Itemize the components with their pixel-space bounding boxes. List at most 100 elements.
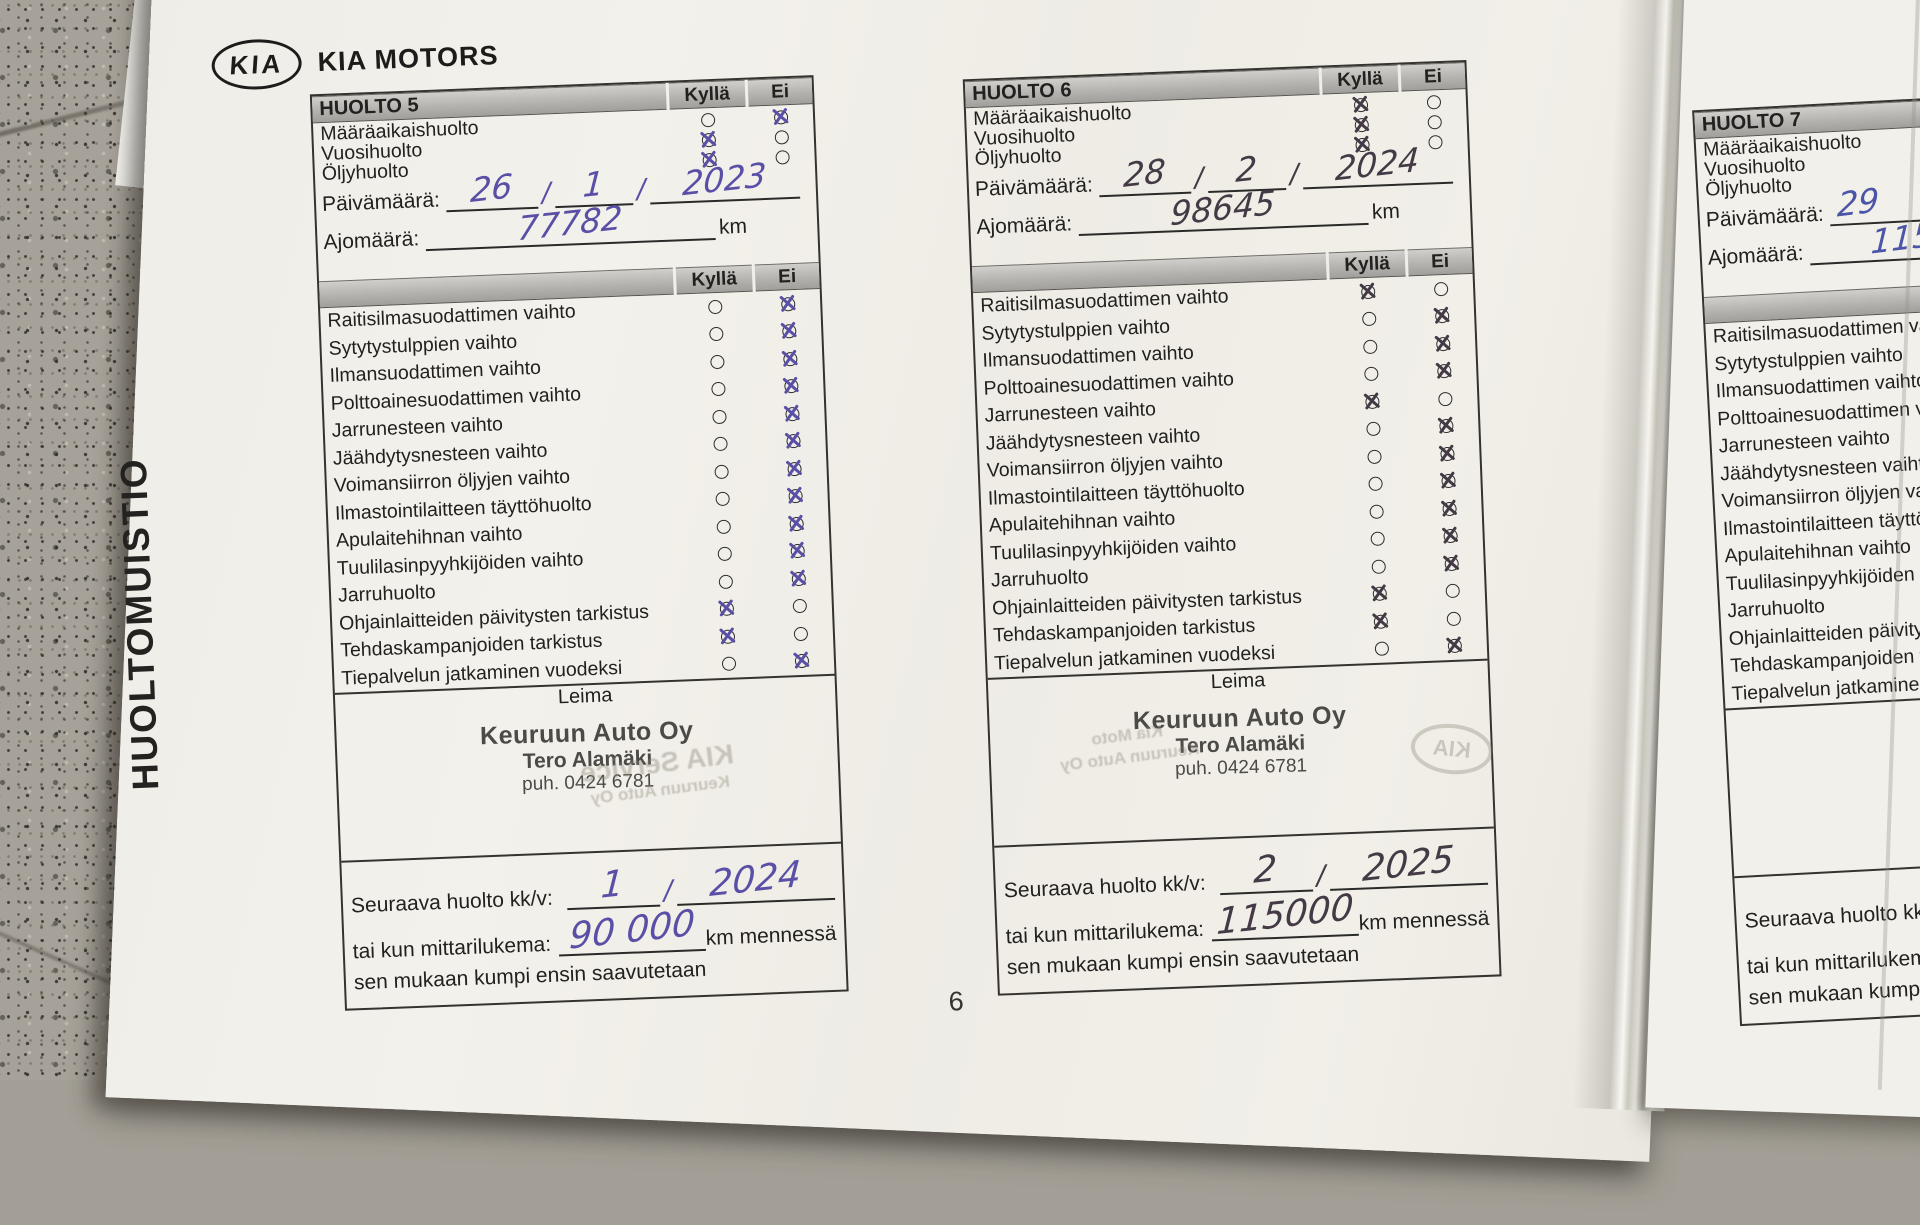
next-month-line: 1 — [566, 863, 661, 911]
stamp-area: Keuruun Auto Oy Tero Alamäki puh. 0424 6… — [989, 687, 1496, 846]
checkbox-marked — [789, 516, 804, 532]
handwritten-next-year: 2025 — [1361, 838, 1456, 891]
column-header-yes: Kyllä — [1321, 64, 1399, 95]
checkbox-empty — [1366, 421, 1381, 437]
km-by-label: km mennessä — [705, 921, 837, 950]
mark-cell-kylla — [678, 319, 755, 349]
date-day-line: 26 — [445, 166, 539, 213]
handwritten-year: 2023 — [681, 154, 768, 204]
next-service-block: Seuraava huolto kk/v: / tai kun mittaril… — [1734, 849, 1920, 1025]
handwritten-next-month: 1 — [600, 862, 626, 907]
checkbox-marked — [1443, 528, 1458, 544]
mark-cell-kylla — [1337, 469, 1414, 499]
mark-cell-kylla — [1341, 579, 1418, 609]
slash: / — [1193, 162, 1205, 194]
checkbox-empty — [713, 436, 728, 452]
mark-cell-kylla — [1336, 441, 1413, 471]
date-label: Päivämäärä: — [321, 188, 441, 217]
checkbox-marked — [773, 109, 789, 125]
checkbox-marked — [780, 296, 796, 312]
mark-cell-kylla — [677, 292, 754, 322]
checkbox-marked — [1437, 364, 1452, 379]
mark-cell-kylla — [691, 649, 768, 679]
checkbox-empty — [714, 464, 729, 479]
mark-cell-ei — [1419, 549, 1484, 579]
slash: / — [636, 173, 647, 205]
handwritten-year: 2024 — [1334, 139, 1421, 189]
mark-cell-ei — [767, 591, 832, 621]
mark-cell-ei — [763, 481, 828, 511]
checkbox-marked — [1440, 446, 1455, 462]
mark-cell-kylla — [689, 621, 766, 651]
mark-cell-kylla — [679, 347, 756, 377]
mileage-line: 98645 — [1077, 183, 1369, 237]
service-record-huolto6: HUOLTO 6 Kyllä Ei Määräaikaishuolto Vuosi… — [962, 60, 1502, 996]
handwritten-month: 1 — [581, 163, 606, 205]
next-odometer-line: 115000 — [1211, 887, 1360, 943]
checkbox-empty — [1363, 339, 1378, 354]
date-year-line: 2024 — [1302, 140, 1454, 190]
slash: / — [541, 177, 552, 209]
next-year-line: 2024 — [676, 854, 836, 906]
checkbox-empty — [715, 491, 730, 507]
mark-cell-ei — [765, 536, 830, 566]
checkbox-empty — [1445, 583, 1461, 599]
mark-cell-ei — [764, 509, 829, 539]
column-header-no: Ei — [1407, 246, 1473, 277]
mark-cell-kylla — [680, 374, 757, 404]
mark-cell-kylla — [681, 401, 758, 431]
checkbox-empty — [792, 598, 808, 614]
mark-cell-ei — [1409, 274, 1474, 304]
column-header-yes: Kyllä — [668, 79, 746, 110]
checkbox-empty — [1371, 559, 1387, 574]
checkbox-marked — [788, 489, 803, 504]
mark-cell-ei — [757, 316, 822, 346]
kia-logo: KIA — [210, 37, 303, 92]
mileage-label: Ajomäärä: — [975, 212, 1073, 239]
checkbox-empty — [1446, 611, 1462, 626]
checkbox-empty — [1367, 449, 1382, 464]
whichever-first-text: sen mukaan kumpi ensin saavutetaan — [1006, 942, 1360, 980]
service-table: HUOLTO 6 Kyllä Ei Määräaikaishuolto Vuosi… — [962, 60, 1502, 996]
mark-cell-ei — [766, 564, 831, 594]
checkbox-empty — [709, 326, 724, 342]
mark-cell-kylla — [1330, 276, 1407, 306]
mark-cell-kylla — [1333, 359, 1410, 389]
slash: / — [1315, 860, 1327, 892]
mark-cell-ei — [758, 344, 823, 374]
checkbox-empty — [721, 656, 737, 672]
mark-cell-kylla — [688, 594, 765, 624]
mark-cell-kylla — [685, 511, 762, 541]
checkbox-marked — [1434, 309, 1450, 324]
slash: / — [662, 875, 674, 907]
mark-cell-ei — [761, 426, 826, 456]
checkbox-empty — [708, 299, 723, 315]
mark-cell-kylla — [1340, 551, 1417, 581]
column-header-yes: Kyllä — [1328, 249, 1406, 280]
mark-cell-kylla — [1331, 304, 1408, 334]
column-header-yes: Kyllä — [675, 264, 753, 295]
mark-cell-ei — [1416, 466, 1481, 496]
mark-cell-kylla — [684, 484, 761, 514]
checkbox-marked — [782, 324, 797, 339]
mark-cell-kylla — [1343, 634, 1420, 664]
checkbox-empty — [775, 149, 790, 165]
checkbox-empty — [1368, 476, 1383, 492]
stamp-label-text: Leima — [557, 684, 613, 709]
service-record-huolto5: HUOLTO 5 Kyllä Ei Määräaikaishuolto Vuosi… — [309, 75, 849, 1011]
checkbox-empty — [1438, 391, 1453, 407]
checkbox-marked — [1365, 394, 1380, 409]
mark-cell-ei — [1422, 631, 1487, 661]
date-label: Päivämäärä: — [974, 173, 1094, 201]
checkbox-marked — [1353, 97, 1369, 112]
mark-cell-ei — [768, 619, 833, 649]
slash: / — [1289, 158, 1300, 190]
mark-cell-ei — [1418, 521, 1483, 551]
handwritten-next-odometer: 115000 — [1215, 886, 1355, 944]
handwritten-mileage: 115 — [1869, 214, 1920, 262]
checklist-rows: Raitisilmasuodattimen vaihto Sytytystulpp… — [1705, 297, 1920, 709]
mark-cell-kylla — [1338, 496, 1415, 526]
whichever-first-text: sen mukaan kumpi ensin saavutetaan — [353, 957, 707, 995]
mark-cell-ei — [769, 646, 834, 676]
handwritten-next-odometer: 90 000 — [568, 902, 697, 958]
